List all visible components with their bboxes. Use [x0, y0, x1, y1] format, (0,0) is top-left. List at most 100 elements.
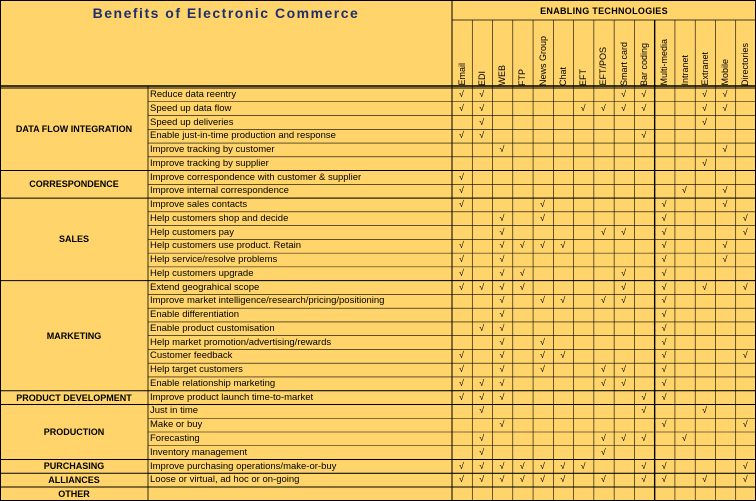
tick-mark: √ [560, 295, 566, 306]
category-label: PRODUCT DEVELOPMENT [16, 392, 132, 403]
tick-mark: √ [479, 460, 485, 471]
tick-mark: √ [479, 433, 485, 443]
tick-mark: √ [641, 89, 647, 99]
tick-mark: √ [742, 460, 748, 471]
tick-mark: √ [458, 364, 464, 375]
tick-mark: √ [540, 460, 545, 471]
tick-mark: √ [499, 309, 505, 320]
category-label: DATA FLOW INTEGRATION [15, 124, 133, 135]
tick-mark: √ [499, 391, 505, 402]
tick-mark: √ [560, 474, 566, 485]
tick-mark: √ [661, 474, 667, 485]
benefit-label: Improve purchasing operations/make-or-bu… [150, 460, 337, 472]
tick-mark: √ [479, 377, 485, 388]
benefit-label: Speed up deliveries [150, 116, 234, 128]
tick-mark: √ [661, 309, 667, 320]
benefit-label: Enable just-in-time production and respo… [150, 130, 336, 142]
tick-mark: √ [621, 377, 627, 388]
tick-mark: √ [600, 377, 606, 388]
tick-mark: √ [540, 474, 545, 485]
tick-mark: √ [742, 474, 748, 485]
tick-mark: √ [540, 212, 545, 223]
tick-mark: √ [661, 295, 667, 306]
category-label: ALLIANCES [48, 475, 100, 486]
tick-mark: √ [540, 336, 545, 347]
tick-mark: √ [702, 116, 708, 127]
tick-mark: √ [641, 102, 647, 113]
benefit-label: Help service/resolve problems [150, 254, 278, 266]
tick-mark: √ [540, 364, 545, 375]
benefit-label: Loose or virtual, ad hoc or on-going [150, 474, 300, 486]
tick-mark: √ [681, 185, 687, 196]
benefit-label: Forecasting [150, 433, 200, 444]
tick-mark: √ [661, 267, 667, 278]
tick-mark: √ [742, 419, 748, 430]
tick-mark: √ [621, 281, 627, 292]
tick-mark: √ [641, 433, 647, 443]
tick-mark: √ [621, 295, 627, 306]
benefit-label: Improve product launch time-to-market [150, 391, 314, 403]
category-label: MARKETING [46, 330, 102, 341]
tick-mark: √ [600, 226, 606, 237]
tick-mark: √ [702, 157, 708, 168]
tick-mark: √ [661, 377, 667, 388]
tick-mark: √ [641, 130, 647, 141]
tick-mark: √ [702, 405, 708, 416]
tick-mark: √ [540, 199, 545, 210]
benefit-label: Customer feedback [150, 350, 233, 362]
tick-mark: √ [458, 130, 464, 141]
tick-mark: √ [519, 240, 525, 251]
tick-mark: √ [742, 226, 748, 237]
tick-mark: √ [458, 350, 464, 361]
benefit-label: Extend geograhical scope [150, 281, 260, 293]
tick-mark: √ [661, 226, 667, 237]
tick-mark: √ [499, 226, 505, 237]
benefit-label: Make or buy [150, 419, 203, 431]
tick-mark: √ [621, 102, 627, 113]
benefit-label: Reduce data reentry [150, 89, 237, 100]
benefit-label: Speed up data flow [150, 102, 232, 114]
tick-mark: √ [600, 446, 606, 457]
tick-mark: √ [560, 460, 566, 471]
benefit-label: Inventory management [150, 446, 248, 458]
tick-mark: √ [458, 377, 464, 388]
benefit-label: Improve correspondence with customer & s… [150, 171, 362, 183]
tick-mark: √ [661, 212, 667, 223]
benefit-label: Help market promotion/advertising/reward… [150, 336, 332, 348]
tick-mark: √ [702, 474, 708, 485]
tick-mark: √ [458, 89, 464, 99]
tick-mark: √ [661, 199, 667, 210]
tick-mark: √ [641, 405, 647, 416]
tick-mark: √ [702, 102, 708, 113]
tick-mark: √ [661, 364, 667, 375]
tick-mark: √ [722, 240, 728, 251]
benefit-label: Enable relationship marketing [150, 377, 276, 389]
tick-mark: √ [519, 281, 525, 292]
tick-mark: √ [722, 254, 728, 265]
tick-mark: √ [479, 446, 485, 457]
tick-mark: √ [580, 460, 586, 471]
category-label: OTHER [58, 488, 90, 499]
tick-mark: √ [600, 474, 606, 485]
tick-mark: √ [458, 240, 464, 251]
tick-mark: √ [499, 460, 505, 471]
tick-mark: √ [661, 460, 667, 471]
tick-mark: √ [661, 350, 667, 361]
tick-mark: √ [519, 460, 525, 471]
tick-mark: √ [519, 474, 525, 485]
benefit-label: Improve tracking by customer [150, 144, 275, 156]
category-label: PURCHASING [43, 461, 105, 472]
tick-mark: √ [458, 102, 464, 113]
tick-mark: √ [722, 185, 728, 196]
tick-mark: √ [641, 391, 647, 402]
benefit-label: Improve sales contacts [150, 199, 248, 211]
tick-mark: √ [458, 171, 464, 182]
benefit-label: Help customers use product. Retain [150, 240, 302, 252]
benefit-label: Help target customers [150, 364, 243, 376]
tick-mark: √ [600, 102, 606, 113]
tick-mark: √ [499, 212, 505, 223]
tick-mark: √ [540, 295, 545, 306]
tick-mark: √ [479, 405, 485, 416]
tick-mark: √ [621, 89, 627, 99]
tick-mark: √ [560, 350, 566, 361]
